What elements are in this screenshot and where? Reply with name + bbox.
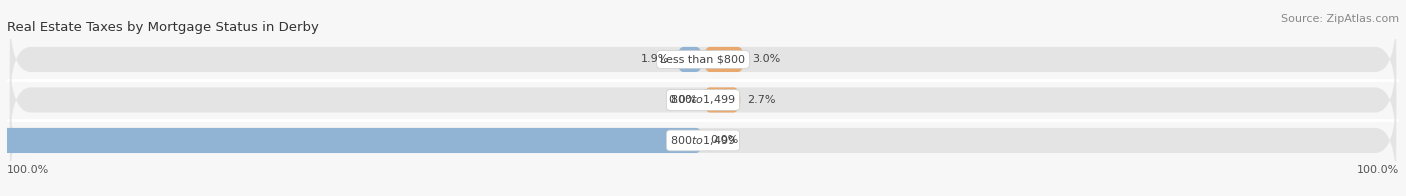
Text: $800 to $1,499: $800 to $1,499	[671, 134, 735, 147]
FancyBboxPatch shape	[676, 47, 703, 72]
FancyBboxPatch shape	[10, 11, 1396, 108]
FancyBboxPatch shape	[10, 92, 1396, 189]
FancyBboxPatch shape	[0, 128, 703, 153]
Text: 100.0%: 100.0%	[1357, 165, 1399, 175]
FancyBboxPatch shape	[10, 52, 1396, 148]
Text: Source: ZipAtlas.com: Source: ZipAtlas.com	[1281, 14, 1399, 24]
Text: 0.0%: 0.0%	[668, 95, 696, 105]
Text: 1.9%: 1.9%	[641, 54, 669, 64]
Text: 0.0%: 0.0%	[710, 135, 738, 145]
Text: 2.7%: 2.7%	[748, 95, 776, 105]
FancyBboxPatch shape	[703, 87, 741, 113]
Text: Real Estate Taxes by Mortgage Status in Derby: Real Estate Taxes by Mortgage Status in …	[7, 21, 319, 34]
Text: 100.0%: 100.0%	[7, 165, 49, 175]
Text: 3.0%: 3.0%	[752, 54, 780, 64]
Text: Less than $800: Less than $800	[661, 54, 745, 64]
FancyBboxPatch shape	[703, 47, 745, 72]
Text: $800 to $1,499: $800 to $1,499	[671, 93, 735, 106]
